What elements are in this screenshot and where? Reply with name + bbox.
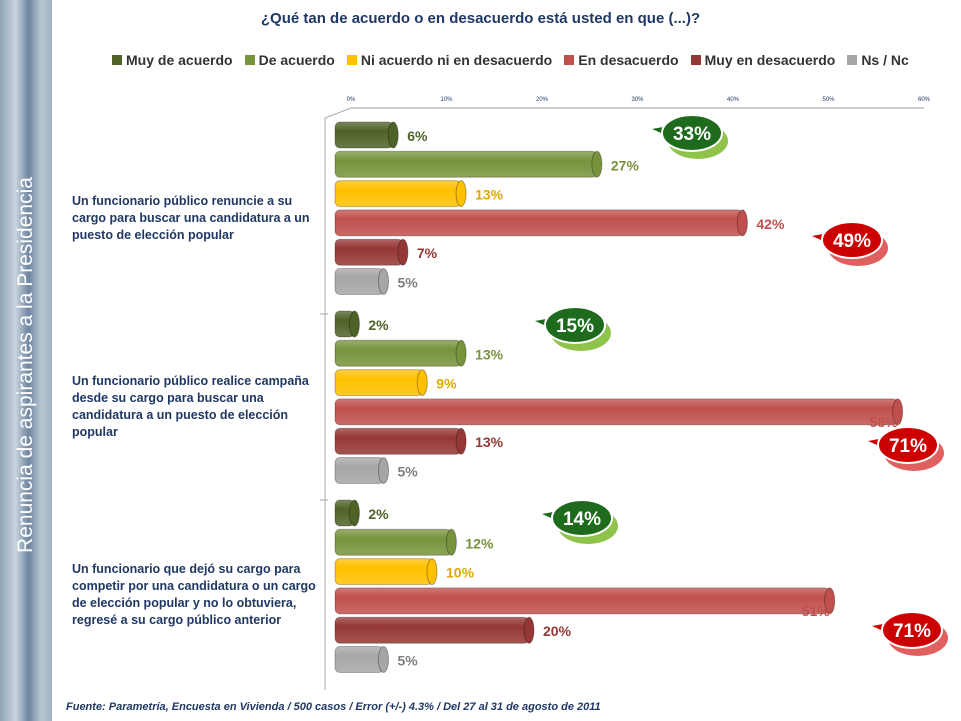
data-label: 20% — [543, 623, 572, 639]
bar-en-desacuerdo — [334, 587, 831, 615]
category-label-2: Un funcionario público realice campaña d… — [72, 374, 309, 439]
axis-depth — [324, 107, 352, 119]
bar-muy-en-desacuerdo — [334, 616, 530, 644]
data-label: 13% — [475, 434, 504, 450]
callout-label: 15% — [556, 316, 594, 337]
x-tick-label: 20% — [536, 97, 549, 103]
data-label: 2% — [368, 506, 389, 522]
bar-en-desacuerdo — [334, 209, 743, 237]
legend-swatch — [244, 55, 255, 65]
data-label: 51% — [802, 603, 831, 619]
legend-label: En desacuerdo — [578, 52, 679, 68]
disagree-total-callout — [821, 221, 883, 259]
data-label: 9% — [436, 376, 457, 392]
bar-cap — [445, 528, 457, 556]
bar-cap — [455, 427, 467, 455]
legend-item: Ni acuerdo ni en desacuerdo — [346, 52, 553, 68]
data-label: 27% — [611, 157, 640, 173]
category-label-3: Un funcionario que dejó su cargo para co… — [72, 562, 316, 627]
x-tick-label: 50% — [822, 97, 835, 103]
agree-total-callout — [661, 114, 723, 152]
x-tick-label: 60% — [918, 97, 931, 103]
bar-cap — [591, 150, 603, 178]
legend-swatch — [112, 55, 122, 65]
agree-total-callout — [544, 306, 606, 344]
legend-label: Ni acuerdo ni en desacuerdo — [360, 52, 553, 68]
side-panel: Renuncia de aspirantes a la Presidencia — [0, 0, 52, 721]
legend-label: Muy de acuerdo — [126, 52, 233, 68]
bar-de-acuerdo — [334, 150, 598, 178]
category-label-1: Un funcionario público renuncie a su car… — [72, 194, 310, 242]
bar-cap — [455, 339, 467, 367]
legend-swatch — [346, 55, 357, 65]
x-tick-label: 0% — [347, 97, 356, 103]
data-label: 5% — [398, 653, 419, 669]
bar-ni-acuerdo-ni-en-desacuerdo — [334, 180, 462, 208]
bar-ns-nc — [334, 268, 384, 295]
legend-label: Muy en desacuerdo — [704, 52, 836, 68]
bar-muy-en-desacuerdo — [334, 238, 404, 266]
data-label: 5% — [398, 275, 419, 291]
disagree-total-callout — [877, 426, 939, 464]
legend-item: Muy de acuerdo — [112, 52, 233, 68]
data-label: 58% — [870, 414, 899, 430]
bar-cap — [378, 457, 389, 484]
x-tick-label: 40% — [727, 97, 740, 103]
bar-cap — [348, 499, 360, 527]
data-label: 7% — [417, 245, 438, 261]
bar-cap — [523, 616, 535, 644]
x-tick-label: 10% — [440, 97, 453, 103]
data-label: 13% — [475, 187, 504, 203]
data-label: 5% — [398, 464, 419, 480]
bar-muy-de-acuerdo — [334, 121, 394, 149]
bar-cap — [455, 180, 467, 208]
bar-en-desacuerdo — [334, 398, 899, 426]
bar-cap — [416, 369, 428, 397]
callout-label: 71% — [889, 436, 927, 457]
data-label: 6% — [407, 128, 428, 144]
bar-ni-acuerdo-ni-en-desacuerdo — [334, 369, 423, 397]
bar-cap — [892, 398, 904, 426]
legend-swatch — [564, 55, 575, 65]
bar-cap — [397, 238, 409, 266]
legend: Muy de acuerdo De acuerdo Ni acuerdo ni en… — [112, 52, 909, 68]
bar-cap — [426, 558, 438, 586]
legend-item: Ns / Nc — [847, 52, 909, 68]
x-tick-label: 30% — [631, 97, 644, 103]
bar-de-acuerdo — [334, 339, 462, 367]
bar-ns-nc — [334, 646, 384, 673]
callout-label: 49% — [833, 231, 871, 252]
legend-item: En desacuerdo — [564, 52, 679, 68]
legend-swatch — [847, 55, 858, 65]
bar-muy-en-desacuerdo — [334, 427, 462, 455]
data-label: 2% — [368, 317, 389, 333]
data-label: 10% — [446, 565, 475, 581]
source-note: Fuente: Parametría, Encuesta en Vivienda… — [66, 701, 601, 713]
data-label: 42% — [756, 216, 785, 232]
callout-label: 14% — [563, 509, 601, 530]
legend-swatch — [690, 55, 701, 65]
bar-cap — [378, 268, 389, 295]
legend-label: Ns / Nc — [861, 52, 909, 68]
bar-cap — [378, 646, 389, 673]
callout-label: 33% — [673, 124, 711, 145]
chart-title: ¿Qué tan de acuerdo o en desacuerdo está… — [260, 10, 701, 27]
legend-item: Muy en desacuerdo — [690, 52, 836, 68]
bar-ni-acuerdo-ni-en-desacuerdo — [334, 558, 433, 586]
agree-total-callout — [551, 499, 613, 537]
legend-label: De acuerdo — [258, 52, 335, 68]
bar-cap — [348, 310, 360, 338]
bar-de-acuerdo — [334, 528, 452, 556]
disagree-total-callout — [881, 611, 943, 649]
callout-label: 71% — [893, 621, 931, 642]
legend-item: De acuerdo — [244, 52, 335, 68]
bar-ns-nc — [334, 457, 384, 484]
data-label: 13% — [475, 346, 504, 362]
bar-cap — [824, 587, 836, 615]
bar-cap — [387, 121, 399, 149]
bar-cap — [736, 209, 748, 237]
data-label: 12% — [465, 535, 494, 551]
